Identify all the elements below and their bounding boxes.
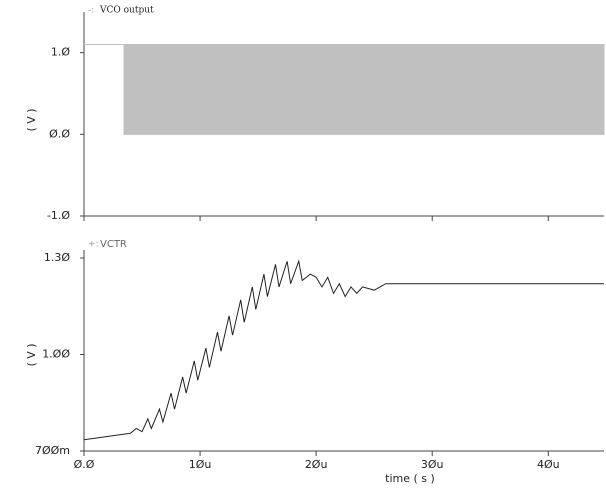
signal-line — [83, 259, 604, 441]
x-tick-label: Ø.Ø — [74, 458, 95, 471]
x-axis-label: time ( s ) — [385, 472, 435, 485]
x-tick-label: 1Øu — [189, 458, 212, 471]
y-tick-label: -1.Ø — [47, 209, 70, 222]
y-tick-label: 1.3Ø — [44, 251, 70, 264]
y-tick-label: Ø.Ø — [49, 127, 70, 140]
legend-entry: VCO output — [99, 6, 154, 16]
y-tick-label: 1.ØØ — [42, 348, 70, 361]
x-tick-label: 4Øu — [537, 458, 560, 471]
y-axis-label: ( V ) — [25, 343, 38, 366]
x-tick-label: 3Øu — [421, 458, 444, 471]
y-tick-label: 1.Ø — [51, 46, 70, 59]
legend-marker: +: — [88, 240, 99, 250]
y-tick-label: 7ØØm — [35, 444, 70, 457]
legend-entry: VCTR — [100, 239, 127, 250]
signal-band — [84, 44, 605, 135]
x-tick-label: 2Øu — [305, 458, 328, 471]
legend-marker: -: — [88, 6, 94, 16]
y-axis-label: ( V ) — [25, 108, 38, 131]
